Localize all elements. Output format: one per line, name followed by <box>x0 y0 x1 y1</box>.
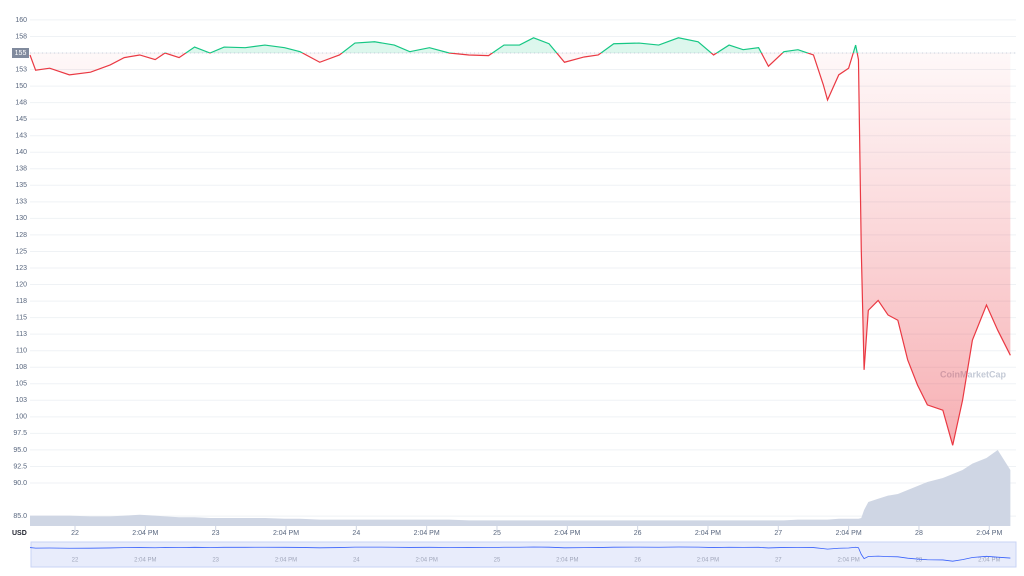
watermark: CoinMarketCap <box>940 369 1007 379</box>
y-tick-label: 130 <box>15 215 27 222</box>
y-tick-label: 92.5 <box>13 463 27 470</box>
y-tick-label: 135 <box>15 182 27 189</box>
y-tick-label: 125 <box>15 248 27 255</box>
y-tick-label: 148 <box>15 99 27 106</box>
x-tick-label: 2:04 PM <box>695 530 721 537</box>
x-tick-label: 2:04 PM <box>836 530 862 537</box>
x-tick-label: 2:04 PM <box>554 530 580 537</box>
navigator-tick-label: 2:04 PM <box>415 558 437 564</box>
navigator-tick-label: 28 <box>916 558 923 564</box>
y-tick-label: 145 <box>15 116 27 123</box>
navigator-tick-label: 2:04 PM <box>697 558 719 564</box>
y-tick-label: 103 <box>15 397 27 404</box>
x-tick-label: 25 <box>493 530 501 537</box>
x-tick-label: 2:04 PM <box>414 530 440 537</box>
y-tick-label: 85.0 <box>13 513 27 520</box>
navigator-tick-label: 26 <box>634 558 641 564</box>
navigator-tick-label: 2:04 PM <box>556 558 578 564</box>
y-tick-label: 120 <box>15 281 27 288</box>
navigator-tick-label: 2:04 PM <box>275 558 297 564</box>
area-down <box>30 53 1011 446</box>
price-line-down <box>29 53 1011 446</box>
x-tick-label: 2:04 PM <box>273 530 299 537</box>
y-tick-label: 160 <box>15 17 27 24</box>
y-tick-label: 113 <box>16 331 27 338</box>
y-tick-label: 100 <box>15 414 27 421</box>
baseline-label: 155 <box>15 50 27 57</box>
y-tick-label: 105 <box>15 381 27 388</box>
navigator-tick-label: 22 <box>72 558 79 564</box>
x-tick-label: 27 <box>774 530 782 537</box>
y-tick-label: 108 <box>15 364 27 371</box>
y-tick-label: 133 <box>15 199 27 206</box>
x-tick-label: 24 <box>352 530 360 537</box>
navigator-tick-label: 23 <box>212 558 219 564</box>
currency-label: USD <box>12 530 27 537</box>
y-tick-label: 143 <box>15 133 27 140</box>
navigator-tick-label: 27 <box>775 558 782 564</box>
y-tick-label: 140 <box>15 149 27 156</box>
x-tick-label: 23 <box>212 530 220 537</box>
x-tick-label: 2:04 PM <box>132 530 158 537</box>
y-tick-label: 118 <box>16 298 27 305</box>
y-tick-label: 110 <box>16 348 27 355</box>
navigator-tick-label: 2:04 PM <box>978 558 1000 564</box>
x-tick-label: 28 <box>915 530 923 537</box>
y-tick-label: 138 <box>15 166 27 173</box>
x-tick-label: 26 <box>634 530 642 537</box>
y-tick-label: 153 <box>15 66 27 73</box>
y-tick-label: 97.5 <box>13 430 27 437</box>
y-tick-label: 123 <box>15 265 27 272</box>
price-line-up <box>163 37 858 53</box>
baseline-label-box <box>12 48 29 58</box>
y-tick-label: 95.0 <box>13 447 27 454</box>
y-tick-label: 115 <box>16 314 27 321</box>
navigator[interactable] <box>30 541 1017 568</box>
area-up <box>30 37 1011 53</box>
y-tick-label: 90.0 <box>13 480 27 487</box>
y-tick-label: 158 <box>15 33 27 40</box>
navigator-tick-label: 24 <box>353 558 360 564</box>
x-tick-label: 22 <box>71 530 79 537</box>
y-tick-label: 150 <box>15 83 27 90</box>
navigator-line <box>29 546 1011 562</box>
x-tick-label: 2:04 PM <box>976 530 1002 537</box>
y-tick-label: 128 <box>15 232 27 239</box>
navigator-tick-label: 2:04 PM <box>837 558 859 564</box>
navigator-tick-label: 2:04 PM <box>134 558 156 564</box>
navigator-tick-label: 25 <box>494 558 501 564</box>
volume-area <box>30 450 1011 526</box>
